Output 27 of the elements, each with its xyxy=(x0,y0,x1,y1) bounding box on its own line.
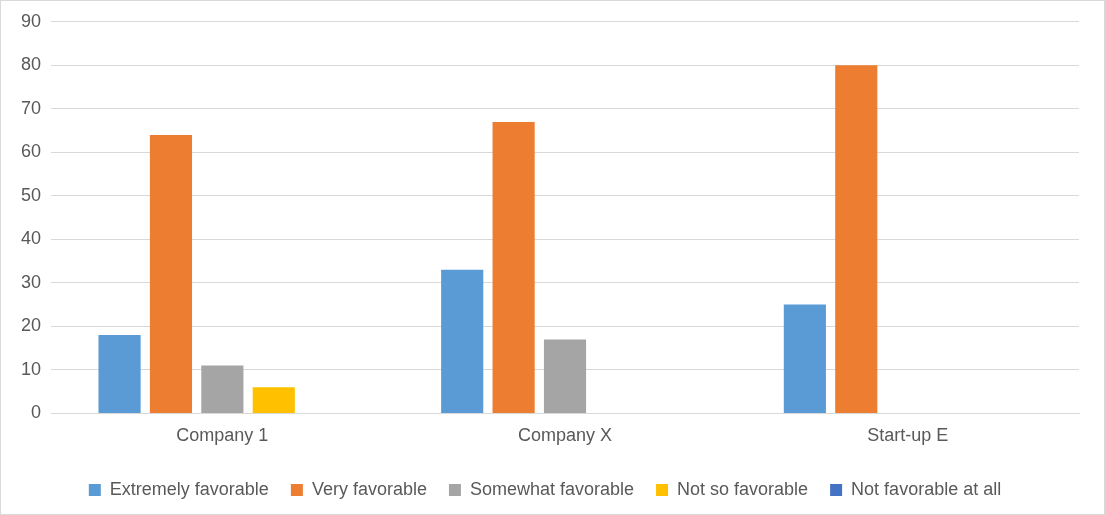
legend-label: Extremely favorable xyxy=(109,478,269,499)
y-tick-label: 40 xyxy=(20,228,42,249)
legend-label: Not favorable at all xyxy=(851,478,1002,499)
x-tick-label: Company X xyxy=(517,425,613,446)
bar xyxy=(252,387,295,413)
y-tick-label: 60 xyxy=(20,141,42,162)
bar xyxy=(492,121,535,413)
bar xyxy=(543,339,587,413)
y-tick-label: 0 xyxy=(31,402,42,423)
bar xyxy=(201,365,244,413)
bar xyxy=(783,304,826,413)
bar xyxy=(441,269,484,413)
y-tick-label: 50 xyxy=(20,184,42,205)
bar xyxy=(149,134,193,413)
legend-label: Very favorable xyxy=(311,478,427,499)
y-tick-label: 70 xyxy=(20,97,42,118)
y-tick-label: 20 xyxy=(20,315,42,336)
x-tick-label: Start-up E xyxy=(867,425,949,446)
y-tick-label: 80 xyxy=(20,54,42,75)
y-tick-label: 30 xyxy=(20,271,42,292)
legend-label: Somewhat favorable xyxy=(469,478,635,499)
bar xyxy=(98,335,141,413)
legend-label: Not so favorable xyxy=(677,478,809,499)
bar xyxy=(835,65,878,413)
y-tick-label: 10 xyxy=(20,358,42,379)
y-tick-label: 90 xyxy=(20,10,42,31)
x-tick-label: Company 1 xyxy=(176,425,269,446)
